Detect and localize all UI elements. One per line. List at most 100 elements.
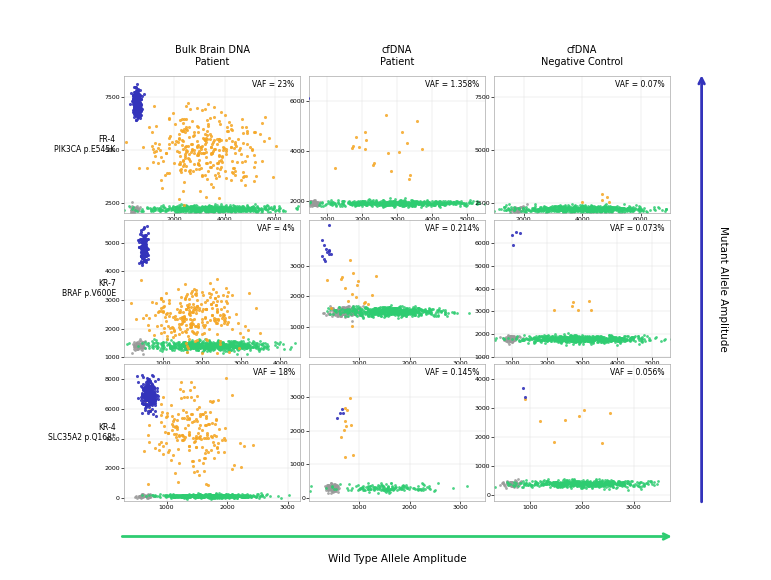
Point xyxy=(141,392,153,401)
Point xyxy=(658,206,671,216)
Point xyxy=(183,336,196,346)
Point xyxy=(574,479,587,488)
Point xyxy=(382,310,394,319)
Point xyxy=(255,205,268,214)
Point xyxy=(217,204,229,213)
Point xyxy=(621,482,633,491)
Point xyxy=(355,304,368,313)
Point xyxy=(229,491,241,501)
Point xyxy=(130,88,143,97)
Point xyxy=(168,429,180,438)
Point xyxy=(402,200,415,209)
Point xyxy=(130,102,143,111)
Point xyxy=(382,482,394,491)
Point xyxy=(408,303,420,313)
Point xyxy=(203,491,215,501)
Point xyxy=(356,309,369,318)
Point xyxy=(527,333,539,342)
Point xyxy=(581,332,594,342)
Point xyxy=(146,379,158,389)
Point xyxy=(130,88,142,97)
Point xyxy=(336,307,348,317)
Point xyxy=(568,207,581,216)
Point xyxy=(571,306,584,315)
Point xyxy=(136,380,149,389)
Point xyxy=(550,206,562,215)
Point xyxy=(631,481,644,491)
Point xyxy=(414,310,426,319)
Point xyxy=(584,478,596,487)
Point xyxy=(178,200,190,209)
Text: FR-4
PIK3CA p.E545K: FR-4 PIK3CA p.E545K xyxy=(55,135,116,154)
Point xyxy=(509,202,521,212)
Point xyxy=(394,197,406,206)
Point xyxy=(175,207,187,216)
Point xyxy=(140,394,153,404)
Point xyxy=(184,343,197,353)
Point xyxy=(618,204,630,213)
Point xyxy=(576,206,588,215)
Point xyxy=(574,204,586,213)
Point xyxy=(233,491,245,501)
Point xyxy=(401,307,413,316)
Point xyxy=(531,478,544,488)
Point xyxy=(389,306,401,315)
Point xyxy=(226,168,238,177)
Point xyxy=(635,334,648,343)
Point xyxy=(413,305,426,314)
Point xyxy=(382,201,394,210)
Point xyxy=(226,205,238,214)
Point xyxy=(328,306,340,315)
Point xyxy=(139,386,151,395)
Point xyxy=(586,334,598,343)
Point xyxy=(591,334,603,343)
Point xyxy=(408,199,420,208)
Point xyxy=(153,307,166,316)
Point xyxy=(136,491,149,501)
Point xyxy=(135,107,147,116)
Point xyxy=(598,336,610,345)
Point xyxy=(554,206,567,215)
Point xyxy=(547,478,559,488)
Point xyxy=(614,205,626,215)
Point xyxy=(157,303,169,312)
Point xyxy=(524,478,536,488)
Point xyxy=(187,341,199,350)
Point xyxy=(255,488,268,498)
Point xyxy=(147,398,160,407)
Point xyxy=(225,206,237,215)
Point xyxy=(569,476,581,485)
Point xyxy=(540,206,552,215)
Point xyxy=(349,307,362,316)
Point xyxy=(582,201,594,211)
Point xyxy=(131,102,143,111)
Point xyxy=(601,480,613,489)
Point xyxy=(441,197,453,206)
Point xyxy=(567,206,580,216)
Point xyxy=(179,423,191,433)
Point xyxy=(396,307,408,317)
Point xyxy=(383,199,396,208)
Point xyxy=(135,256,147,266)
Point xyxy=(194,335,206,345)
Point xyxy=(129,87,141,96)
Point xyxy=(590,204,602,213)
Point xyxy=(589,477,601,487)
Point xyxy=(508,334,520,343)
Point xyxy=(203,339,215,348)
Point xyxy=(325,249,337,258)
Point xyxy=(181,204,194,213)
Point xyxy=(197,342,210,351)
Point xyxy=(387,307,399,316)
Point xyxy=(566,334,578,343)
Point xyxy=(533,332,545,341)
Point xyxy=(190,205,202,214)
Point xyxy=(576,336,588,345)
Point xyxy=(237,204,249,213)
Point xyxy=(524,332,537,342)
Point xyxy=(184,341,197,350)
Point xyxy=(184,310,197,320)
Point xyxy=(216,341,228,350)
Point xyxy=(145,390,157,399)
Point xyxy=(192,148,204,158)
